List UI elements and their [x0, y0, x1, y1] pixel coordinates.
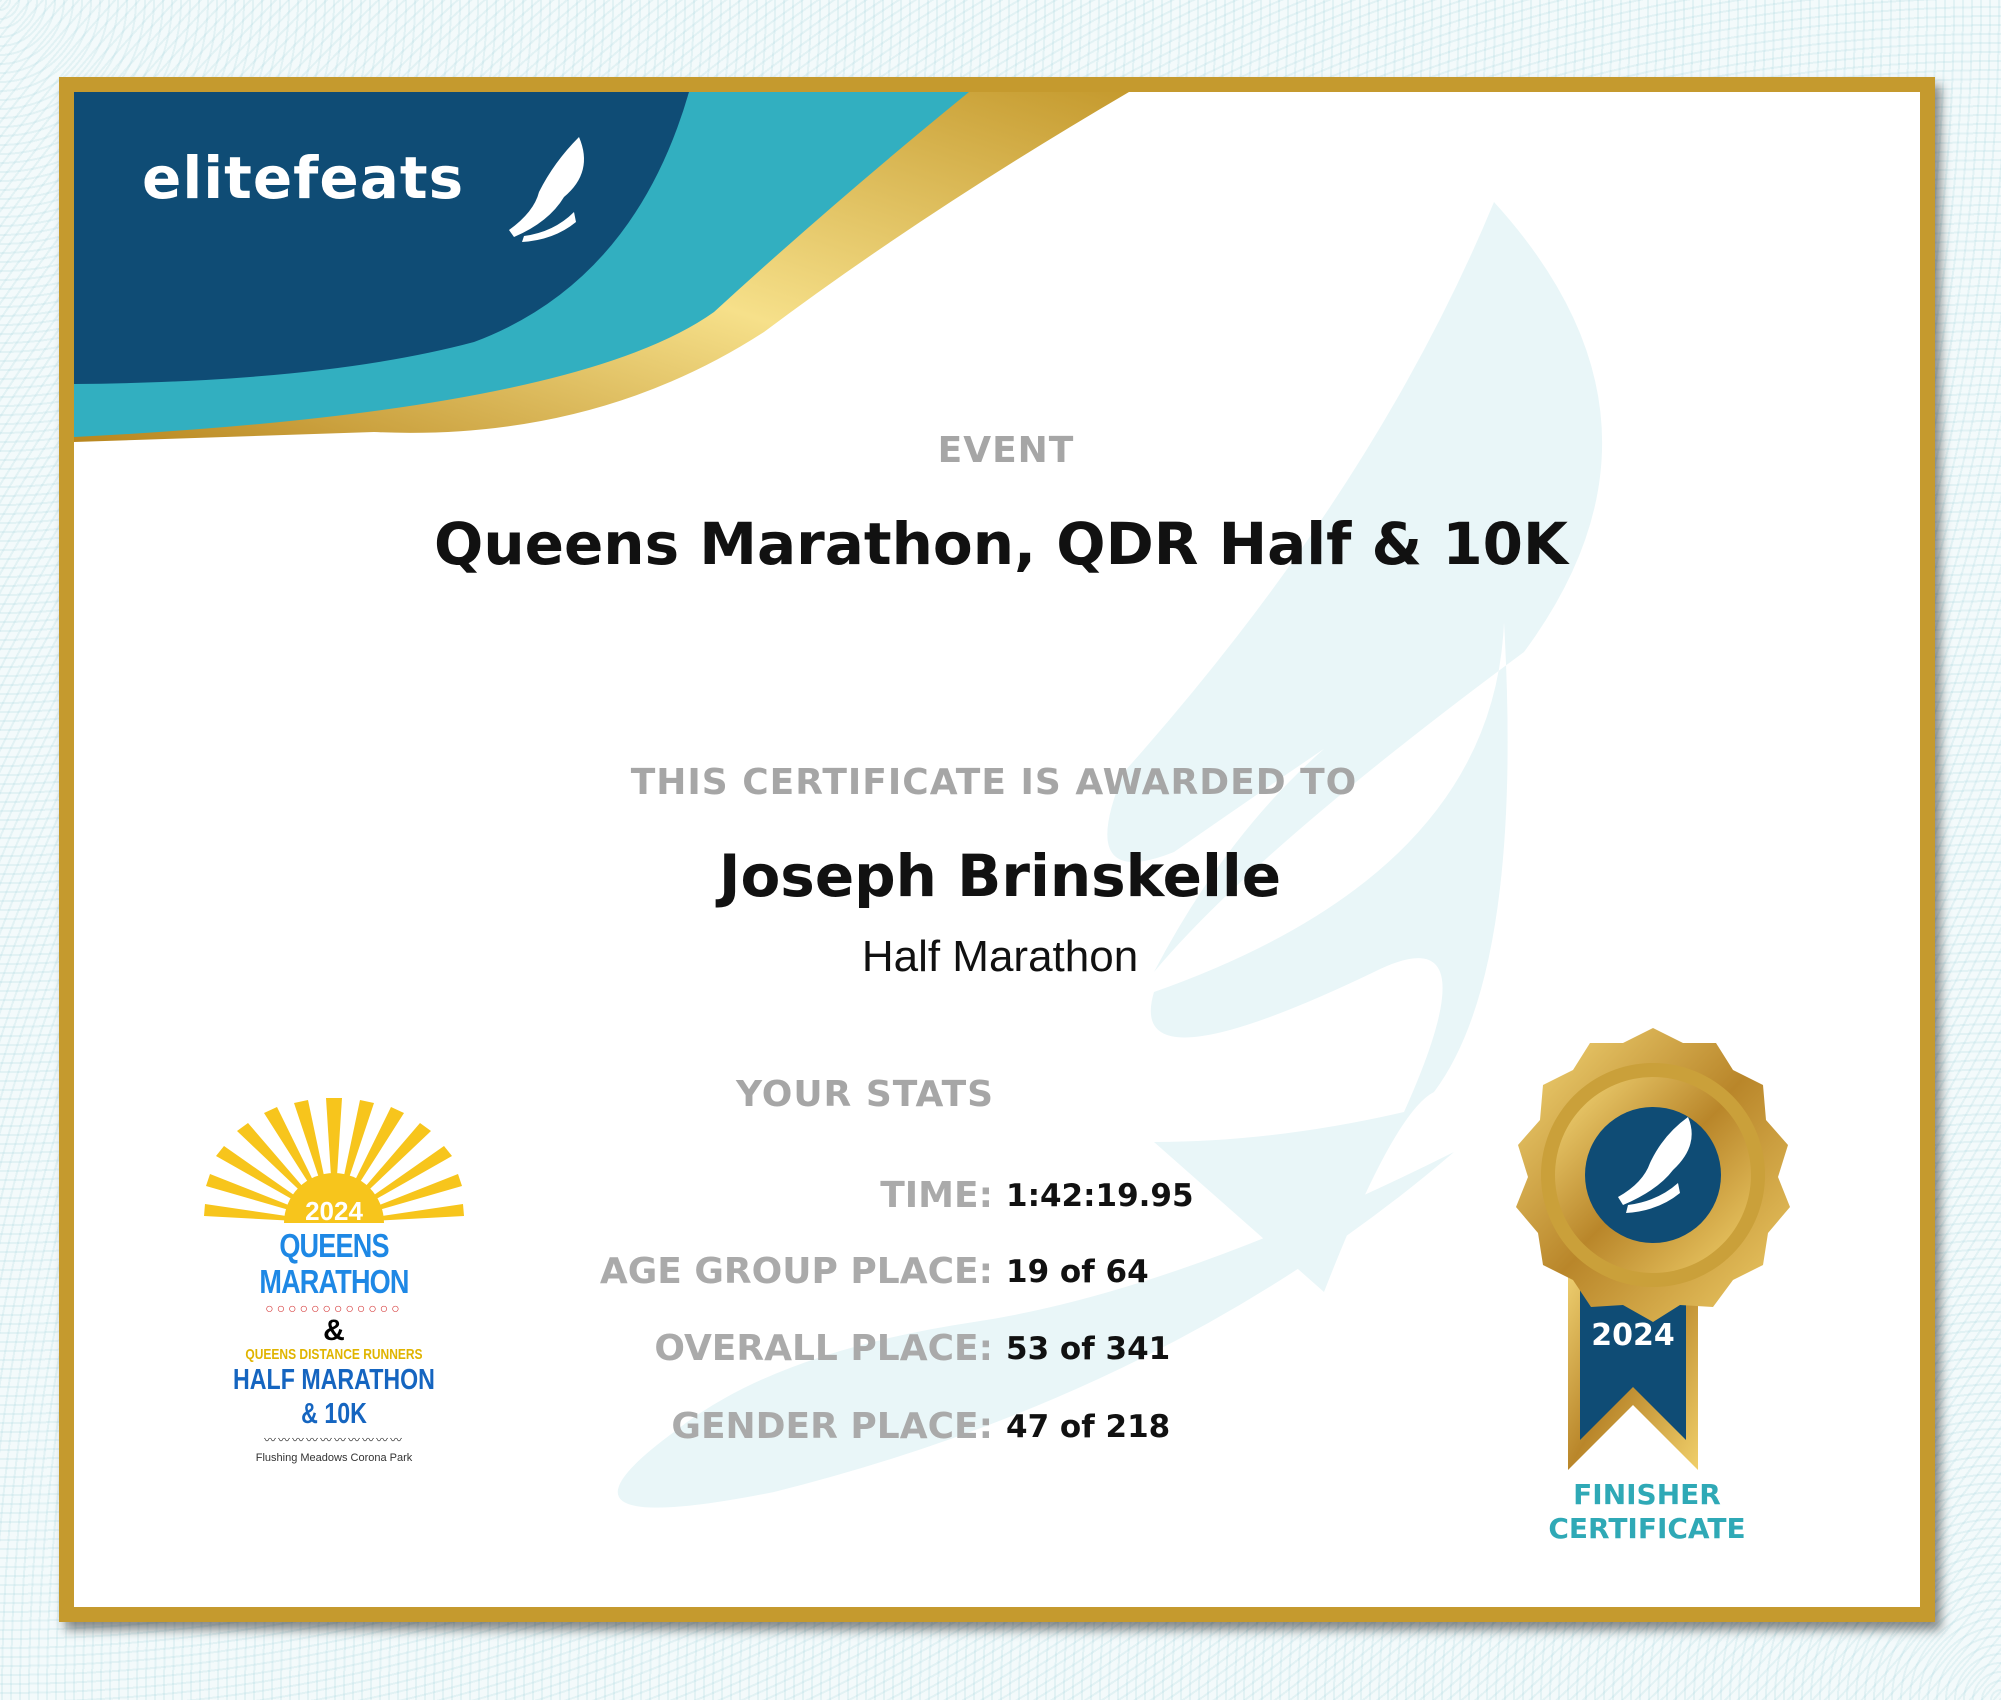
race-name: Half Marathon: [861, 932, 1139, 981]
stat-label-time: TIME:: [880, 1175, 993, 1216]
logo-year: 2024: [305, 1196, 363, 1223]
logo-dots: ○○○○○○○○○○○○: [265, 1300, 403, 1316]
recipient-name: Joseph Brinskelle: [718, 842, 1282, 910]
logo-location: Flushing Meadows Corona Park: [255, 1452, 413, 1464]
logo-line2: QUEENS DISTANCE RUNNERS: [245, 1346, 423, 1363]
finisher-certificate-label: FINISHER CERTIFICATE: [1548, 1478, 1745, 1546]
stat-label-age-group: AGE GROUP PLACE:: [599, 1251, 993, 1292]
winged-shoe-icon: [509, 137, 584, 242]
certificate: elitefeats: [59, 77, 1935, 1622]
watermark-winged-shoe-icon: [617, 202, 1603, 1508]
sunburst-icon: 2024: [204, 1098, 464, 1226]
stat-value-time: 1:42:19.95: [1006, 1178, 1194, 1214]
logo-wave: 〰〰〰〰〰〰〰〰〰〰: [263, 1433, 404, 1447]
stat-value-gender: 47 of 218: [1006, 1409, 1171, 1445]
badge-year: 2024: [1591, 1318, 1675, 1353]
logo-line3: HALF MARATHON & 10K: [233, 1364, 435, 1430]
awarded-to-label: THIS CERTIFICATE IS AWARDED TO: [630, 762, 1358, 803]
stat-value-overall: 53 of 341: [1006, 1331, 1171, 1367]
stat-label-overall: OVERALL PLACE:: [654, 1328, 993, 1369]
finisher-line: FINISHER: [1573, 1478, 1721, 1511]
winged-shoe-icon: [1618, 1117, 1692, 1213]
event-name: Queens Marathon, QDR Half & 10K: [434, 510, 1568, 578]
logo-line1: QUEENS MARATHON: [259, 1227, 409, 1300]
certificate-line: CERTIFICATE: [1548, 1512, 1746, 1545]
stat-value-age-group: 19 of 64: [1006, 1254, 1149, 1290]
event-label: EVENT: [937, 430, 1075, 471]
event-logo: 2024 QUEENS MARATHON ○○○○○○○○○○○○ & QUEE…: [204, 1098, 464, 1464]
header-swoosh: [74, 92, 1603, 1508]
logo-amp: &: [323, 1314, 345, 1347]
elitefeats-logo: elitefeats: [142, 144, 465, 212]
your-stats-label: YOUR STATS: [735, 1074, 995, 1115]
stat-label-gender: GENDER PLACE:: [671, 1406, 993, 1447]
finisher-badge: 2024: [1516, 1028, 1790, 1470]
